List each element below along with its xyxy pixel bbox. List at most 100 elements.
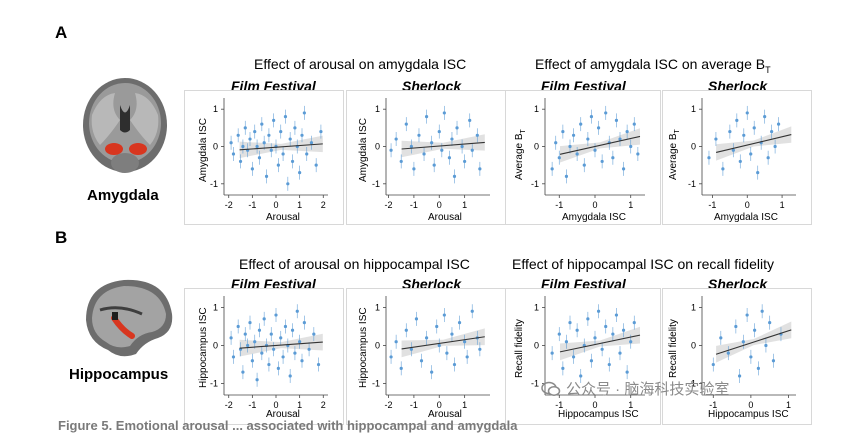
data-point [264,174,269,178]
data-point [241,370,245,374]
data-point [625,129,629,134]
data-point [711,362,715,367]
scatter-plot-a3: -1 0 1 -1 0 1 [505,90,661,225]
data-point [766,156,770,160]
y-tick-label: -1 [372,379,380,389]
data-point [269,332,273,336]
data-point [614,313,619,317]
data-point [607,362,611,367]
data-point [283,115,288,119]
data-point [621,167,626,171]
data-point [231,355,236,359]
fit-line [401,141,485,150]
data-point [447,156,452,160]
data-point [764,343,768,348]
fit-line [401,336,485,350]
ylabel-b2: Hippocampus ISC [358,307,369,388]
scatter-plot-a1: -2 -1 0 1 2 -1 0 1 [184,90,344,225]
data-point [279,129,283,134]
data-point [728,129,732,134]
data-point [248,321,252,325]
fit-line [559,135,641,155]
data-point [435,324,439,329]
data-point [389,148,393,152]
x-tick-label: 1 [628,200,633,210]
x-tick-label: 0 [273,400,278,410]
xlabel-a1: Arousal [266,212,300,223]
plot-frame [505,288,661,425]
data-point [276,163,280,167]
data-point [295,309,299,313]
data-point [604,111,608,115]
x-tick-label: 0 [745,200,750,210]
data-point [735,118,739,122]
x-tick-label: 2 [321,400,326,410]
data-point [776,122,781,126]
scatter-plot-a2: -2 -1 0 1 -1 0 1 [346,90,506,225]
data-point [600,347,604,351]
data-point [561,129,565,134]
data-point [309,141,314,145]
data-point [579,122,583,126]
ylabel-a4-sub: T [674,129,681,134]
data-point [470,148,474,152]
panel-letter-a: A [55,23,68,42]
data-point [302,111,306,115]
data-point [399,159,403,164]
data-point [589,359,594,363]
data-point [243,332,247,336]
data-point [571,133,576,137]
data-point [568,144,572,149]
data-point [300,359,304,363]
data-point [575,328,579,332]
data-point [571,355,576,359]
data-point [298,171,302,175]
x-tick-label: 1 [628,400,633,410]
data-point [424,115,429,119]
data-point [422,152,426,156]
data-point [460,144,464,149]
data-point [752,126,756,130]
amygdala-brain-image [83,78,167,173]
data-point [478,167,482,171]
data-point [409,144,413,149]
data-point [442,313,446,317]
y-tick-label: 1 [691,104,696,114]
data-point [432,163,436,167]
data-point [604,324,608,329]
data-point [293,126,297,130]
xlabel-a4: Amygdala ISC [714,212,778,223]
y-tick-label: -1 [372,179,380,189]
data-point [272,347,276,351]
data-point [290,159,295,164]
data-point [478,347,482,351]
y-tick-label: 1 [213,104,218,114]
data-point [738,374,742,378]
data-point [455,126,459,130]
y-tick-label: -1 [210,379,218,389]
ylabel-b3: Recall fidelity [514,319,525,378]
data-point [312,332,316,336]
data-point [600,159,604,164]
xlabel-b2: Arousal [428,409,462,420]
data-point [550,167,554,171]
data-point [768,321,772,325]
data-point [314,163,318,167]
y-tick-label: 1 [375,302,380,312]
x-tick-label: -2 [385,200,393,210]
data-point [267,133,271,137]
x-tick-label: 0 [273,200,278,210]
y-tick-label: 1 [534,302,539,312]
x-tick-label: -1 [708,200,716,210]
data-point [745,111,749,115]
data-point [281,152,285,156]
data-point [463,340,467,344]
y-tick-label: 1 [375,104,380,114]
title-amygdala-bt: Effect of amygdala ISC on average BT [535,56,771,75]
x-tick-label: 0 [592,400,597,410]
xlabel-b4: Hippocampus ISC [708,409,789,420]
y-tick-label: 0 [691,341,696,351]
data-point [753,328,757,332]
data-point [274,313,278,317]
data-point [745,313,749,317]
